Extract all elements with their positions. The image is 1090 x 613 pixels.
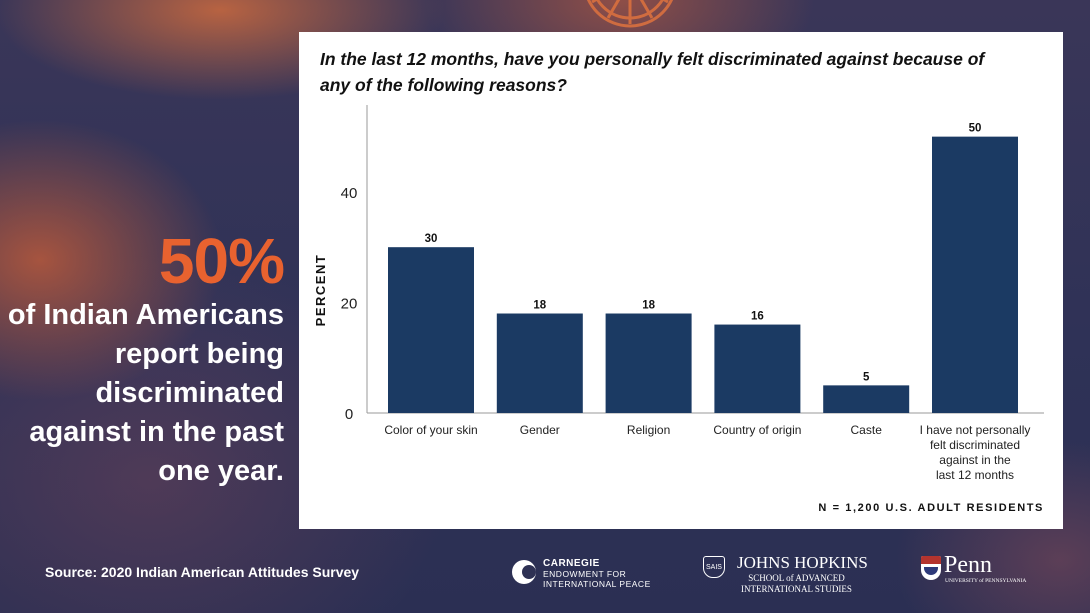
y-axis-label: PERCENT bbox=[313, 254, 328, 327]
jhu-logo-line2: SCHOOL of ADVANCED bbox=[748, 573, 845, 583]
bar-chart: In the last 12 months, have you personal… bbox=[313, 49, 1044, 514]
x-tick-label: Caste bbox=[851, 423, 883, 437]
carnegie-logo-icon bbox=[512, 560, 536, 584]
jhu-logo-line3: INTERNATIONAL STUDIES bbox=[741, 584, 852, 594]
bar bbox=[823, 385, 910, 413]
headline-callout: 50% of Indian Americans report being dis… bbox=[4, 225, 285, 491]
bar-value-label: 18 bbox=[642, 300, 655, 312]
y-tick-label: 0 bbox=[345, 406, 353, 423]
penn-shield-icon bbox=[921, 556, 941, 580]
bar bbox=[605, 313, 692, 413]
y-tick-label: 20 bbox=[341, 295, 358, 312]
sais-shield-icon: SAIS bbox=[703, 556, 725, 578]
bar-value-label: 16 bbox=[751, 311, 764, 323]
jhu-logo-line2-3: SCHOOL of ADVANCED INTERNATIONAL STUDIES bbox=[741, 573, 852, 595]
bar bbox=[388, 247, 474, 413]
x-tick-label: Color of your skin bbox=[384, 423, 477, 437]
ashoka-wheel-decoration bbox=[586, 0, 674, 28]
x-tick-label: Gender bbox=[520, 423, 560, 437]
x-tick-label: I have not personally felt discriminated a… bbox=[920, 423, 1031, 482]
source-note: Source: 2020 Indian American Attitudes S… bbox=[45, 564, 360, 580]
bar-value-label: 30 bbox=[425, 233, 438, 245]
jhu-logo-line1: JOHNS HOPKINS bbox=[737, 553, 868, 572]
x-tick-label: Religion bbox=[627, 423, 670, 437]
chart-footnote: N = 1,200 U.S. ADULT RESIDENTS bbox=[818, 502, 1044, 514]
y-tick-label: 40 bbox=[341, 185, 358, 202]
headline-text: of Indian Americans report being discrim… bbox=[7, 299, 284, 487]
bar bbox=[496, 313, 583, 413]
chart-panel: In the last 12 months, have you personal… bbox=[299, 32, 1063, 529]
bar bbox=[932, 136, 1018, 413]
chart-title: In the last 12 months, have you personal… bbox=[320, 49, 986, 95]
bar-value-label: 18 bbox=[533, 300, 546, 312]
bar bbox=[714, 324, 801, 413]
headline-stat: 50% bbox=[158, 225, 285, 297]
carnegie-logo-line1: CARNEGIE bbox=[543, 558, 600, 569]
x-tick-label: Country of origin bbox=[713, 423, 801, 437]
carnegie-logo-line2-3: ENDOWMENT FOR INTERNATIONAL PEACE bbox=[543, 569, 651, 589]
carnegie-logo-line2: ENDOWMENT FOR bbox=[543, 569, 627, 579]
penn-logo-line1: Penn bbox=[944, 552, 992, 578]
carnegie-logo-line3: INTERNATIONAL PEACE bbox=[543, 579, 651, 589]
bar-value-label: 50 bbox=[969, 123, 982, 135]
bar-value-label: 5 bbox=[863, 371, 870, 383]
penn-logo-line2: UNIVERSITY of PENNSYLVANIA bbox=[945, 578, 1027, 584]
